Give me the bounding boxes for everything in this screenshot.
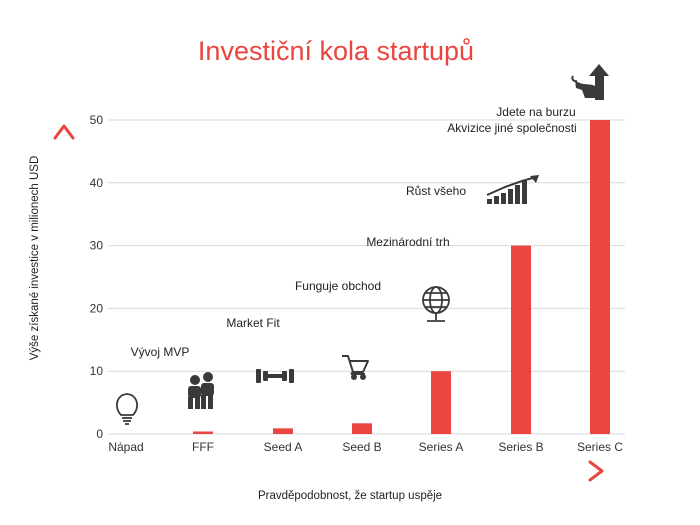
y-tick-label: 50 xyxy=(90,113,104,127)
annotations: Vývoj MVP Market Fit Funguje obchod Mezinár… xyxy=(131,105,577,359)
bars xyxy=(193,120,610,434)
y-axis-arrow xyxy=(53,124,75,434)
bar xyxy=(431,371,451,434)
x-tick-labels: Nápad FFF Seed A Seed B Series A Series B Seri… xyxy=(108,440,623,454)
bar xyxy=(273,428,293,434)
globe-icon xyxy=(422,286,450,322)
x-tick-label: FFF xyxy=(192,440,214,454)
x-axis-label: Pravděpodobnost, že startup uspěje xyxy=(258,490,442,502)
y-tick-label: 30 xyxy=(90,239,104,253)
y-axis-label: Výše získané investice v milionech USD xyxy=(29,156,41,361)
gridlines xyxy=(108,119,625,435)
bull-arrow-icon xyxy=(571,64,609,100)
lightbulb-icon xyxy=(116,393,138,425)
x-tick-label: Seed B xyxy=(342,440,381,454)
dumbbell-icon xyxy=(256,369,294,383)
chart-title: Investiční kola startupů xyxy=(198,36,474,66)
people-icon xyxy=(188,372,214,409)
annotation-label: Funguje obchod xyxy=(295,279,381,293)
x-axis-arrow xyxy=(80,460,604,482)
annotation-label: Mezinárodní trh xyxy=(366,235,449,249)
shopping-cart-icon xyxy=(342,355,369,380)
bar xyxy=(511,245,531,434)
annotation-label: Vývoj MVP xyxy=(131,345,190,359)
bar xyxy=(352,423,372,434)
growth-bars-icon xyxy=(486,175,539,204)
x-tick-label: Series B xyxy=(498,440,543,454)
y-tick-labels: 0 10 20 30 40 50 xyxy=(90,113,104,441)
bar xyxy=(590,120,610,434)
annotation-label: Akvizice jiné společnosti xyxy=(447,121,576,135)
x-tick-label: Seed A xyxy=(264,440,303,454)
y-tick-label: 0 xyxy=(96,427,103,441)
annotation-label: Market Fit xyxy=(226,316,280,330)
x-tick-label: Series A xyxy=(419,440,464,454)
x-tick-label: Series C xyxy=(577,440,623,454)
x-tick-label: Nápad xyxy=(108,440,143,454)
y-tick-label: 10 xyxy=(90,364,104,378)
y-tick-label: 40 xyxy=(90,176,104,190)
bar xyxy=(193,431,213,434)
annotation-label: Jdete na burzu xyxy=(496,105,575,119)
annotation-label: Růst všeho xyxy=(406,184,466,198)
y-tick-label: 20 xyxy=(90,301,104,315)
